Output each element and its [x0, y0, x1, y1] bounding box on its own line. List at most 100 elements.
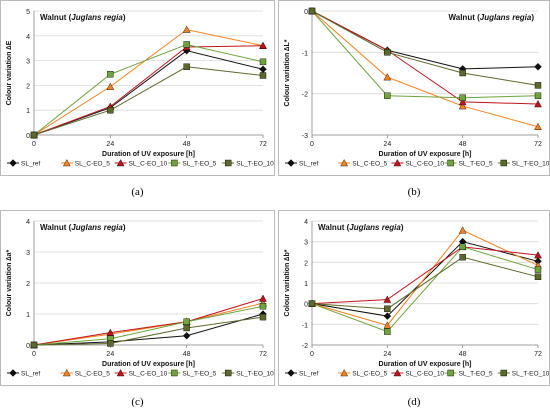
series-SL_T-EO_5 — [30, 303, 267, 349]
legend-marker — [171, 159, 178, 167]
series-line — [33, 298, 264, 346]
y-tick-label: 3 — [304, 240, 308, 247]
data-point — [459, 243, 466, 251]
legend-marker — [9, 369, 17, 377]
data-point — [384, 92, 391, 99]
y-axis-label: Colour variation ∆b* — [284, 249, 291, 316]
series-SL_T-EO_10 — [308, 7, 542, 89]
series-line — [33, 66, 264, 136]
data-point — [534, 273, 542, 280]
data-point — [182, 25, 191, 33]
legend-label: SL_C-EO_5 — [75, 161, 110, 168]
y-tick-label: 2 — [26, 281, 30, 288]
y-tick-label: -1 — [302, 322, 308, 329]
series-SL_C-EO_5 — [30, 25, 267, 139]
x-tick-label: 0 — [310, 141, 314, 148]
data-point — [308, 7, 316, 15]
data-point — [30, 131, 38, 139]
chart-title-text: ) — [531, 13, 534, 22]
chart-title: Walnut (Juglans regia) — [449, 13, 535, 22]
legend-item: SL_T-EO_5 — [444, 159, 493, 168]
y-tick-label: 3 — [26, 59, 30, 66]
data-point — [534, 122, 542, 130]
y-axis-label: Colour variation ∆L* — [284, 39, 291, 106]
y-tick-label: 0 — [26, 343, 30, 350]
data-point — [259, 294, 267, 302]
data-point — [459, 94, 466, 102]
data-point — [106, 82, 115, 90]
legend-marker — [224, 159, 232, 167]
series-line — [311, 10, 539, 99]
legend-label: SL_C-EO_5 — [352, 371, 387, 378]
legend-marker — [447, 369, 454, 377]
data-point — [30, 341, 38, 349]
series-line — [33, 302, 264, 346]
legend-item: SL_T-EO_5 — [168, 369, 217, 378]
x-axis-label: Duration of UV exposure [h] — [102, 361, 195, 368]
legend-marker — [447, 159, 454, 167]
x-tick-label: 0 — [32, 351, 36, 358]
legend-item: SL_C-EO_5 — [338, 369, 388, 378]
legend-marker — [393, 369, 402, 377]
series-SL_T-EO_10 — [30, 63, 267, 139]
chart-frame: 0 1 2 3 4 0 24 48 72 Duration of UV exposure [h] C… — [0, 210, 275, 386]
data-point — [383, 73, 392, 81]
data-point — [308, 300, 316, 307]
series-line — [33, 313, 264, 346]
chart-title-italic: Juglans regia — [71, 13, 123, 22]
data-point — [107, 340, 114, 347]
data-point — [259, 58, 267, 66]
y-tick-label: 1 — [26, 312, 30, 319]
chart-title-italic: Juglans regia — [71, 223, 123, 232]
y-tick-label: -2 — [302, 92, 308, 99]
legend-item: SL_C-EO_10 — [114, 369, 168, 378]
y-tick-label: 3 — [26, 250, 30, 257]
chart-title-italic: Juglans regia — [480, 13, 532, 22]
chart-d-svg: -2 -1 0 1 2 3 4 0 24 48 72 Duration of UV exposure … — [284, 219, 550, 378]
data-point — [384, 49, 391, 56]
legend-item: SL_ref — [285, 369, 318, 378]
legend-label: SL_T-EO_5 — [459, 371, 493, 378]
chart-title: Walnut (Juglans regia) — [318, 223, 404, 232]
data-point — [259, 303, 267, 310]
x-tick-label: 24 — [383, 141, 391, 148]
legend-label: SL_C-EO_10 — [129, 371, 168, 378]
y-tick-label: 4 — [304, 219, 308, 226]
x-axis-label: Duration of UV exposure [h] — [379, 361, 472, 368]
x-tick-label: 48 — [183, 141, 191, 148]
x-tick-label: 24 — [106, 351, 114, 358]
legend-marker — [500, 369, 508, 377]
legend-marker — [340, 159, 349, 167]
legend-item: SL_T-EO_10 — [222, 369, 274, 378]
chart-b-svg: -3 -2 -1 0 0 24 48 72 Duration of UV exposure [h… — [284, 7, 550, 168]
legend-item: SL_T-EO_5 — [444, 369, 493, 378]
legend-item: SL_T-EO_5 — [168, 159, 217, 168]
data-point — [183, 41, 190, 48]
legend-item: SL_T-EO_10 — [497, 369, 550, 378]
legend-label: SL_T-EO_5 — [459, 161, 493, 168]
legend-label: SL_C-EO_10 — [405, 371, 444, 378]
series-SL_T-EO_10 — [308, 253, 542, 313]
data-point — [458, 226, 467, 234]
legend-label: SL_ref — [21, 371, 40, 378]
series-line — [311, 10, 539, 128]
chart-a-svg: 0 1 2 3 4 5 0 24 48 72 Duration of UV exposure [h]… — [6, 9, 274, 168]
series-line — [311, 10, 539, 105]
series-line — [33, 305, 264, 346]
y-tick-label: 5 — [26, 9, 30, 16]
legend-item: SL_C-EO_10 — [391, 369, 444, 378]
legend-marker — [500, 159, 508, 167]
legend-label: SL_T-EO_10 — [512, 371, 549, 378]
series-line — [311, 229, 539, 326]
y-tick-label: 1 — [26, 108, 30, 115]
legend-label: SL_C-EO_10 — [405, 161, 444, 168]
y-axis-label: Colour variation ∆E — [6, 40, 13, 105]
legend-marker — [116, 159, 125, 167]
x-axis-label: Duration of UV exposure [h] — [379, 151, 472, 158]
chart-panel-c: 0 1 2 3 4 0 24 48 72 Duration of UV exposure [h] C… — [0, 206, 275, 412]
data-point — [259, 313, 267, 321]
data-point — [384, 328, 391, 335]
chart-title-text: Walnut ( — [318, 223, 350, 232]
series-line — [33, 29, 264, 136]
panel-label-d: (d) — [407, 396, 421, 408]
